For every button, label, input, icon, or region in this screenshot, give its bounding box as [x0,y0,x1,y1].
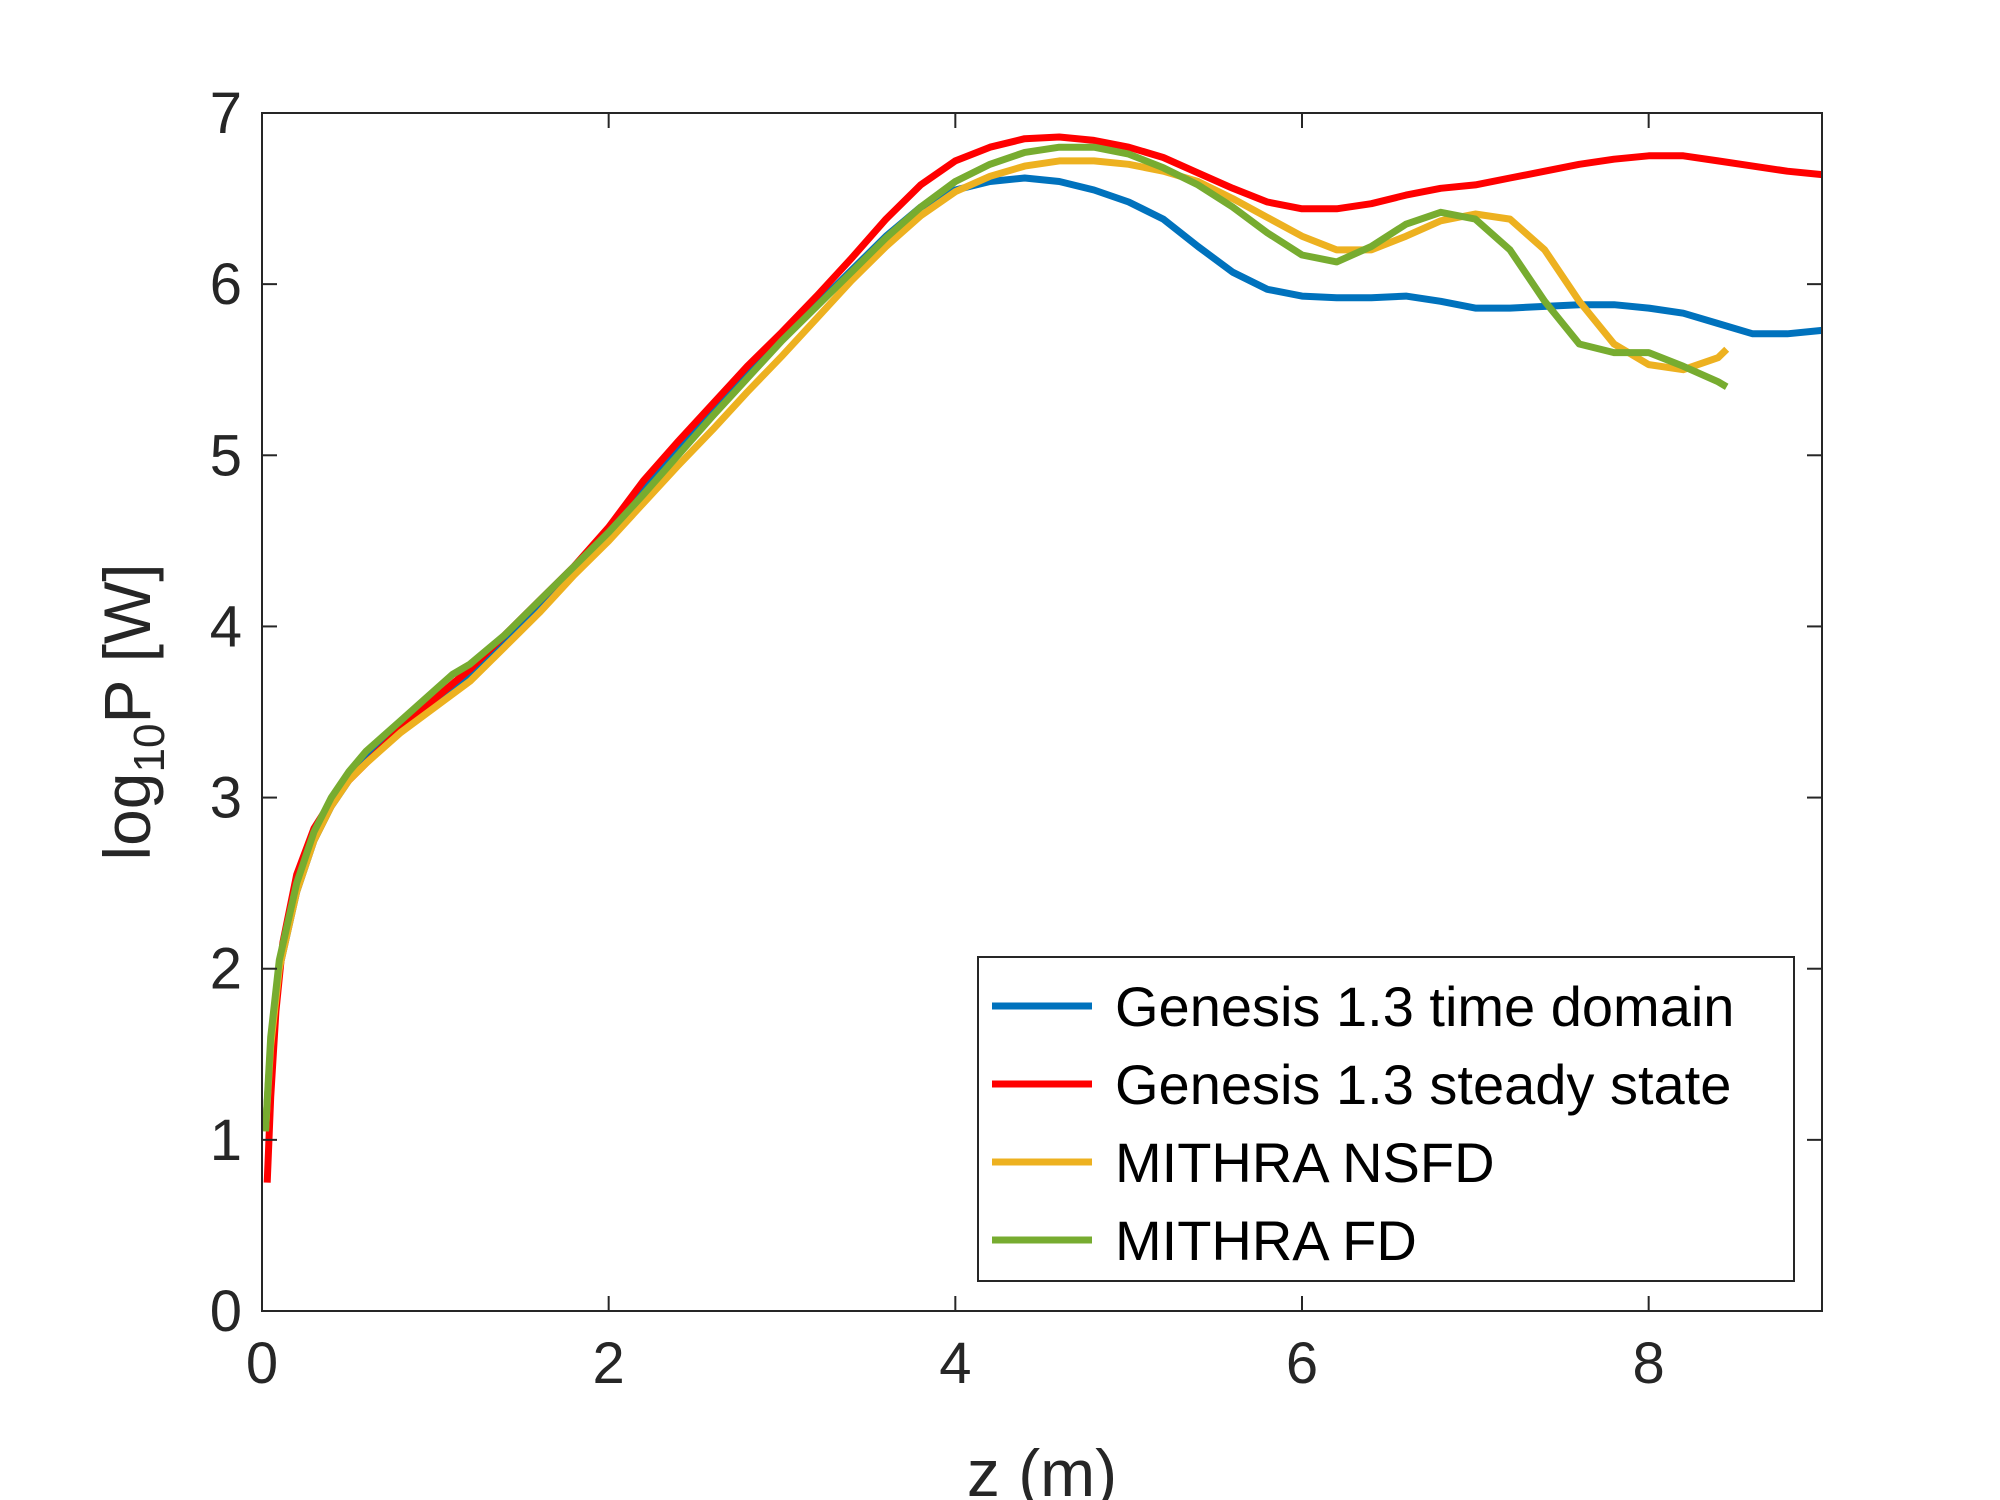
y-tick-label-4: 4 [210,594,242,659]
tick-labels: 0 2 4 6 8 0 1 2 3 4 5 6 7 [210,81,1665,1396]
legend-items: Genesis 1.3 time domain Genesis 1.3 stead… [992,975,1734,1272]
y-tick-label-6: 6 [210,252,242,317]
legend-label-1: Genesis 1.3 time domain [1115,975,1734,1038]
y-axis-label-subscript: 10 [125,724,174,773]
x-tick-label-1: 2 [593,1331,625,1396]
legend: Genesis 1.3 time domain Genesis 1.3 stead… [977,956,1795,1282]
y-tick-label-0: 0 [210,1279,242,1344]
legend-label-2: Genesis 1.3 steady state [1115,1053,1731,1116]
x-axis-label: z (m) [967,1436,1117,1500]
y-tick-label-5: 5 [210,423,242,488]
series-line-3 [262,157,1730,1132]
y-tick-label-7: 7 [210,81,242,146]
y-tick-label-2: 2 [210,937,242,1002]
y-axis-label: log10P [W] [90,563,174,860]
y-axis-label-rest: P [W] [90,563,164,723]
y-axis-label-main: log [90,773,164,861]
series-line-4 [262,143,1729,1132]
plot-frame [261,112,1823,1312]
series-layer [262,133,1823,1183]
legend-label-4: MITHRA FD [1115,1209,1417,1272]
x-tick-label-3: 6 [1286,1331,1318,1396]
x-tick-label-0: 0 [246,1331,278,1396]
x-tick-label-4: 8 [1633,1331,1665,1396]
x-tick-label-2: 4 [939,1331,971,1396]
y-tick-label-1: 1 [210,1108,242,1173]
legend-label-3: MITHRA NSFD [1115,1131,1495,1194]
legend-box [977,956,1795,1282]
y-tick-label-3: 3 [210,766,242,831]
